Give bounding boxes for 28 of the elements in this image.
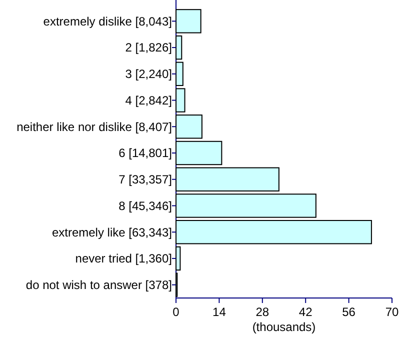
y-tick-label: 3 [2,240] (125, 67, 172, 82)
x-tick-label: 14 (212, 305, 226, 319)
x-tick-label: 70 (385, 305, 399, 319)
x-axis-title: (thousands) (252, 320, 316, 334)
x-tick-label: 56 (342, 305, 356, 319)
bar (176, 194, 316, 218)
bar (176, 114, 202, 139)
y-tick-label: never tried [1,360] (75, 252, 172, 266)
bar (176, 140, 222, 166)
bar (176, 35, 182, 60)
y-tick-label: do not wish to answer [378] (26, 278, 172, 292)
y-tick-label: 6 [14,801] (118, 146, 172, 160)
bar (176, 88, 186, 112)
bar (176, 167, 280, 192)
y-tick-label: 8 [45,346] (118, 198, 172, 213)
x-tick-label: 42 (298, 305, 313, 319)
bar (176, 220, 372, 244)
bar (176, 62, 184, 86)
y-tick-label: 7 [33,357] (118, 172, 172, 187)
bar (176, 9, 202, 34)
y-tick-label: neither like nor dislike [8,407] (16, 120, 172, 134)
y-tick-label: 4 [2,842] (125, 93, 172, 108)
y-tick-label: extremely like [63,343] (52, 225, 172, 240)
x-tick-label: 0 (172, 305, 180, 319)
y-tick-label: 2 [1,826] (125, 40, 172, 55)
bar (176, 246, 181, 271)
y-tick-label: extremely dislike [8,043] (43, 14, 172, 28)
x-tick-label: 28 (256, 305, 270, 319)
